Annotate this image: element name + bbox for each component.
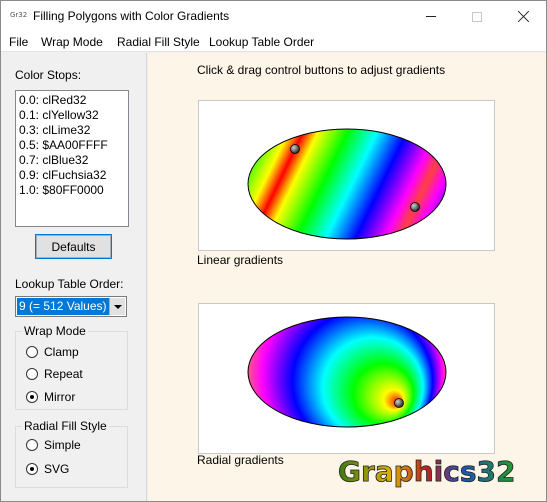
right-panel: Click & drag control buttons to adjust g… [148,53,546,501]
defaults-button-focus [35,234,112,259]
minimize-button[interactable] [408,1,454,32]
radio-simple[interactable]: Simple [26,438,81,452]
radio-repeat[interactable]: Repeat [26,367,83,381]
menu-radial-fill-style[interactable]: Radial Fill Style [117,35,200,49]
drag-handle[interactable] [394,398,404,408]
lookup-table-select[interactable]: 9 (= 512 Values) [15,296,127,317]
wrap-mode-group: Wrap Mode Clamp Repeat Mirror [15,324,128,410]
radio-button[interactable] [26,346,38,358]
linear-gradient-canvas[interactable] [198,100,495,251]
list-item[interactable]: 0.7: clBlue32 [19,153,89,167]
chevron-down-icon [113,304,122,309]
radio-label: Simple [44,438,81,452]
left-panel: Color Stops: 0.0: clRed32 0.1: clYellow3… [1,53,147,501]
lookup-table-label: Lookup Table Order: [15,277,124,291]
color-stops-label: Color Stops: [15,68,82,82]
drag-handle[interactable] [290,144,300,154]
app-icon: Gr32 [10,11,28,19]
menu-bar: File Wrap Mode Radial Fill Style Lookup … [1,32,546,52]
title-bar: Gr32 Filling Polygons with Color Gradien… [1,1,546,32]
radio-label: SVG [44,462,70,476]
list-item[interactable]: 0.1: clYellow32 [19,108,99,122]
radio-label: Mirror [44,390,76,404]
radio-label: Repeat [44,367,83,381]
radial-gradient-graphic [247,316,447,428]
defaults-button[interactable]: Defaults [36,235,111,258]
radial-fill-style-title: Radial Fill Style [22,419,109,433]
radio-button[interactable] [26,439,38,451]
radial-caption: Radial gradients [197,453,284,467]
window-title: Filling Polygons with Color Gradients [33,9,230,23]
dropdown-button[interactable] [109,298,125,315]
radio-svg[interactable]: SVG [26,462,69,476]
radio-mirror[interactable]: Mirror [26,390,75,404]
minimize-icon [426,16,436,17]
graphics32-logo: Graphics32 [338,455,516,489]
radio-button[interactable] [26,368,38,380]
close-button[interactable] [500,1,546,32]
close-icon [518,11,529,22]
linear-caption: Linear gradients [197,253,284,267]
linear-gradient-graphic [247,128,447,240]
menu-file[interactable]: File [9,35,29,49]
menu-wrap-mode[interactable]: Wrap Mode [41,35,103,49]
wrap-mode-title: Wrap Mode [22,324,88,338]
color-stops-list[interactable]: 0.0: clRed32 0.1: clYellow32 0.3: clLime… [15,90,129,227]
radio-label: Clamp [44,345,79,359]
radio-button[interactable] [26,463,38,475]
lookup-table-value: 9 (= 512 Values) [17,298,109,315]
maximize-button[interactable] [454,1,500,32]
list-item[interactable]: 0.5: $AA00FFFF [19,138,108,152]
drag-handle[interactable] [410,202,420,212]
list-item[interactable]: 1.0: $80FF0000 [19,183,104,197]
radial-fill-style-group: Radial Fill Style Simple SVG [15,419,128,488]
instruction-text: Click & drag control buttons to adjust g… [197,63,446,77]
radial-gradient-canvas[interactable] [198,303,495,454]
list-item[interactable]: 0.9: clFuchsia32 [19,168,107,182]
logo-text: Graphics32 [338,455,516,488]
radio-clamp[interactable]: Clamp [26,345,79,359]
menu-lookup-table-order[interactable]: Lookup Table Order [209,35,315,49]
radio-button[interactable] [26,391,38,403]
maximize-icon [472,11,482,22]
list-item[interactable]: 0.3: clLime32 [19,123,91,137]
list-item[interactable]: 0.0: clRed32 [19,93,87,107]
